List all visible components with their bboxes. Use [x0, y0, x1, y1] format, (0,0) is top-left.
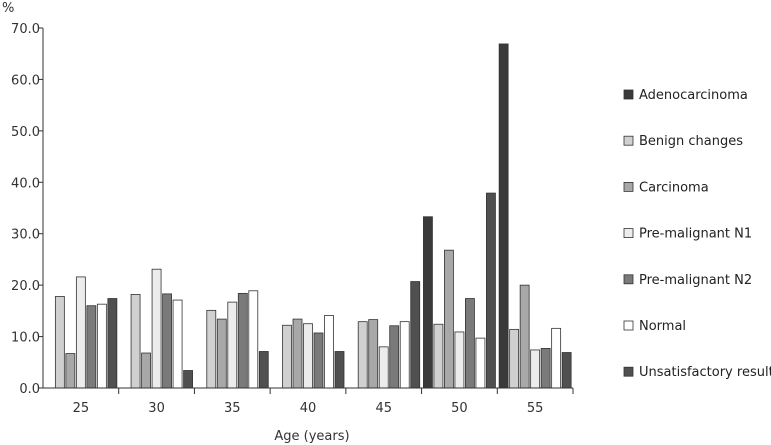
bar	[141, 352, 151, 389]
legend-label: Pre-malignant N2	[639, 273, 752, 288]
bar	[237, 292, 248, 389]
bar	[248, 290, 259, 389]
y-axis-title: %	[2, 1, 14, 16]
bar	[206, 309, 217, 389]
bar	[389, 325, 400, 389]
x-axis-ticks: 25 30 35 40 45 50 55	[73, 388, 574, 416]
bar	[107, 298, 118, 389]
x-tick-label: 25	[73, 401, 90, 416]
x-tick-label: 35	[224, 401, 241, 416]
bar	[410, 281, 421, 389]
bar	[162, 293, 172, 389]
legend-label: Unsatisfactory result	[639, 365, 771, 380]
legend-label: Benign changes	[639, 134, 743, 149]
legend-label: Carcinoma	[639, 180, 709, 195]
legend-label: Normal	[639, 319, 686, 334]
bar	[227, 301, 238, 389]
bars	[54, 43, 572, 389]
y-tick-label: 70.0	[11, 22, 40, 37]
bar	[324, 315, 334, 389]
bar	[292, 318, 303, 389]
y-tick-label: 10.0	[11, 331, 40, 346]
bar	[303, 323, 313, 389]
bar	[54, 296, 65, 389]
bar	[561, 352, 572, 389]
bar	[540, 347, 551, 389]
bar	[368, 319, 379, 389]
x-axis-title: Age (years)	[274, 429, 349, 444]
y-tick-label: 50.0	[11, 125, 40, 140]
bar	[454, 331, 465, 389]
legend-swatch	[623, 89, 634, 100]
bar	[423, 216, 433, 389]
bar	[216, 318, 227, 389]
y-tick-label: 30.0	[11, 228, 40, 243]
legend-swatch	[623, 320, 634, 331]
bar	[96, 303, 107, 389]
x-tick-label: 40	[300, 401, 317, 416]
bar	[551, 327, 562, 389]
y-tick-label: 60.0	[11, 73, 40, 88]
y-axis-ticks: 0.0 10.0 20.0 30.0 40.0 50.0 60.0 70.0	[11, 22, 43, 397]
bar	[282, 324, 292, 389]
bar	[151, 268, 162, 389]
legend-label: Pre-malignant N1	[639, 227, 752, 242]
bar	[75, 276, 86, 389]
y-tick-label: 40.0	[11, 176, 40, 191]
legend-swatch	[623, 181, 634, 192]
x-tick-label: 55	[527, 401, 544, 416]
bar	[433, 323, 444, 389]
legend-swatch	[623, 366, 634, 377]
legend-swatch	[623, 274, 634, 285]
bar	[258, 351, 269, 389]
y-tick-label: 20.0	[11, 279, 40, 294]
bar	[486, 192, 496, 389]
bar	[530, 349, 541, 389]
bar	[86, 305, 97, 389]
bar	[65, 353, 76, 389]
bar	[172, 299, 183, 389]
bar	[183, 370, 193, 389]
x-tick-label: 30	[148, 401, 165, 416]
bar	[378, 346, 389, 389]
x-tick-label: 50	[451, 401, 468, 416]
legend-swatch	[623, 135, 634, 146]
legend-swatch	[623, 228, 634, 239]
bar	[357, 321, 368, 389]
bar	[509, 328, 520, 389]
bar	[130, 293, 141, 389]
bar	[334, 351, 345, 389]
y-tick-label: 0.0	[19, 382, 40, 397]
legend-label: Adenocarcinoma	[639, 88, 748, 103]
bar	[444, 249, 454, 389]
bar	[475, 337, 486, 389]
bar	[498, 43, 509, 389]
bar	[313, 332, 324, 389]
bar	[399, 321, 410, 389]
x-tick-label: 45	[375, 401, 392, 416]
legend: Adenocarcinoma Benign changes Carcinoma Pre…	[623, 88, 771, 380]
bar	[519, 284, 530, 389]
bar	[465, 298, 475, 389]
